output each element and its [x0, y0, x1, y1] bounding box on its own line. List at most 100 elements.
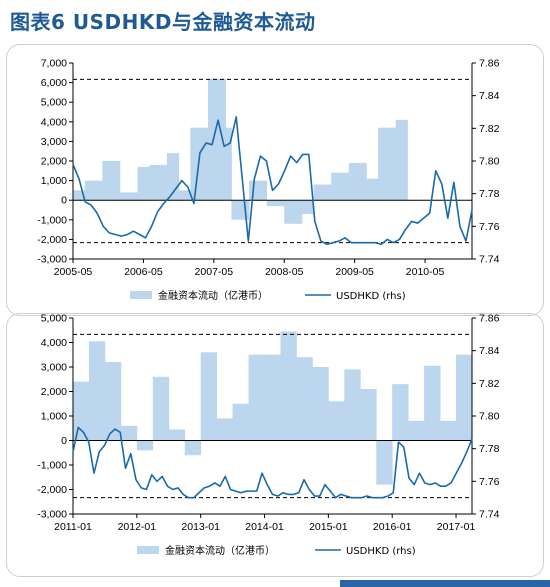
- right-tick-label: 7.82: [479, 123, 500, 135]
- usdhkd-line: [72, 426, 473, 499]
- bar: [349, 369, 356, 441]
- right-tick-label: 7.74: [479, 509, 500, 521]
- left-tick-label: 0: [61, 435, 67, 447]
- bar: [131, 192, 138, 201]
- bar: [339, 401, 345, 441]
- bar: [348, 162, 356, 201]
- left-tick-label: -2,000: [37, 234, 67, 246]
- left-tick-label: 3,000: [41, 136, 67, 148]
- bar: [73, 381, 79, 441]
- bar: [337, 172, 344, 201]
- right-tick-label: 7.82: [479, 378, 500, 390]
- bar: [115, 362, 122, 441]
- left-tick-label: 4,000: [41, 337, 67, 349]
- bar: [158, 376, 164, 441]
- left-tick-label: 0: [61, 195, 67, 207]
- bar: [395, 119, 402, 201]
- bar: [301, 357, 308, 441]
- x-tick-label: 2016-01: [373, 521, 412, 533]
- bar: [331, 172, 338, 201]
- bar: [147, 440, 154, 451]
- bar: [232, 403, 239, 441]
- bar: [90, 180, 97, 201]
- bar: [96, 180, 103, 201]
- bar: [323, 367, 329, 441]
- chart-panel-top: [6, 44, 544, 316]
- usdhkd-line: [72, 116, 473, 246]
- chart-panel-bottom: [6, 313, 544, 577]
- legend-line-label: USDHKD (rhs): [346, 546, 416, 557]
- bar: [221, 418, 228, 441]
- bar: [360, 389, 366, 441]
- x-tick-label: 2011-01: [54, 521, 92, 533]
- bar: [383, 127, 391, 201]
- legend-line-label: USDHKD (rhs): [336, 291, 406, 302]
- bar: [125, 192, 133, 201]
- bar: [370, 389, 377, 441]
- left-tick-label: 6,000: [41, 77, 67, 89]
- x-tick-label: 2013-01: [181, 521, 220, 533]
- left-tick-label: -1,000: [37, 460, 67, 472]
- bar: [126, 425, 132, 441]
- left-tick-label: 4,000: [41, 116, 67, 128]
- right-tick-label: 7.76: [479, 476, 500, 488]
- bar: [174, 429, 180, 441]
- bar: [296, 357, 303, 441]
- bar: [342, 172, 350, 201]
- left-tick-label: 2,000: [41, 156, 67, 168]
- bar: [429, 365, 436, 441]
- bar: [392, 384, 398, 441]
- x-tick-label: 2017-01: [437, 521, 476, 533]
- bar: [402, 384, 409, 441]
- x-tick-label: 2007-05: [195, 266, 234, 278]
- bar: [213, 78, 221, 201]
- left-tick-label: -1,000: [37, 214, 67, 226]
- x-tick-label: 2012-01: [118, 521, 157, 533]
- bar: [461, 354, 468, 441]
- legend-bar-label: 金融资本流动（亿港币）: [165, 544, 275, 557]
- left-tick-label: 1,000: [41, 175, 67, 187]
- bar: [237, 403, 244, 441]
- bar: [424, 365, 430, 441]
- left-tick-label: -3,000: [37, 509, 67, 521]
- right-tick-label: 7.86: [479, 58, 500, 70]
- right-tick-label: 7.80: [479, 411, 500, 423]
- bar: [243, 200, 250, 220]
- bar: [386, 440, 393, 485]
- chart-2: -3,000 -2,000 -1,000 0 1,000 2,000 3,000 4,000 5…: [37, 313, 499, 558]
- bar: [78, 190, 86, 201]
- bar: [78, 381, 85, 441]
- bar: [307, 357, 313, 441]
- bar: [354, 369, 361, 441]
- bar: [178, 190, 185, 201]
- bar: [301, 200, 309, 214]
- left-tick-label: 5,000: [41, 313, 67, 325]
- right-tick-label: 7.78: [479, 188, 500, 200]
- bar: [269, 354, 276, 441]
- bar: [190, 127, 197, 201]
- bar: [254, 180, 262, 201]
- bar: [142, 440, 148, 451]
- footer-accent-bar: [340, 580, 550, 587]
- bar: [272, 200, 279, 207]
- bar: [225, 127, 232, 201]
- bar: [278, 200, 285, 207]
- bar: [260, 180, 268, 201]
- chart-title: 图表6 USDHKD与金融资本流动: [10, 10, 316, 34]
- x-tick-label: 2014-01: [245, 521, 284, 533]
- bar: [88, 341, 95, 441]
- bar: [136, 440, 143, 451]
- bar: [434, 365, 441, 441]
- bar: [280, 331, 287, 441]
- x-tick-label: 2010-05: [406, 266, 445, 278]
- bar: [120, 425, 127, 441]
- bar: [275, 354, 281, 441]
- bar: [285, 331, 292, 441]
- bar: [207, 78, 215, 201]
- right-tick-label: 7.78: [479, 443, 500, 455]
- bar: [104, 362, 111, 441]
- left-tick-label: 7,000: [41, 58, 67, 70]
- chart-1: -3,000 -2,000 -1,000 0 1,000 2,000 3,000 4,000 5…: [37, 58, 499, 303]
- bar: [99, 341, 106, 441]
- bar: [445, 420, 452, 441]
